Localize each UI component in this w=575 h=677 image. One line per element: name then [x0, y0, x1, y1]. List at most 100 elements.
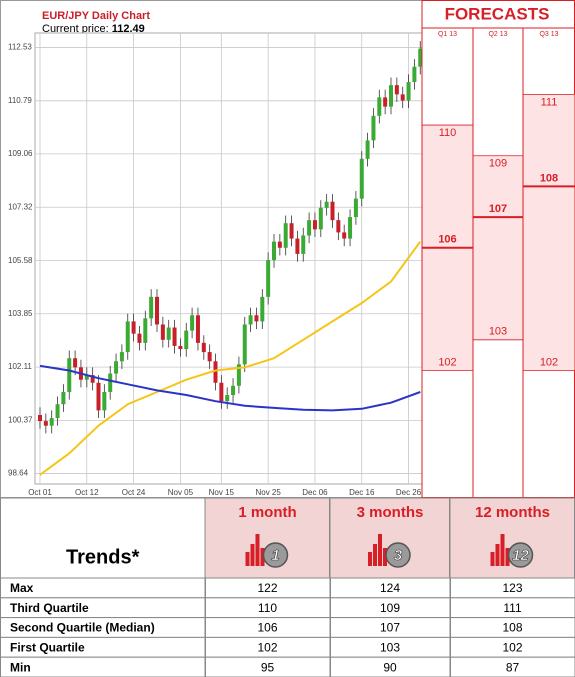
candle-body: [412, 66, 417, 83]
row-label: Second Quartile (Median): [10, 621, 155, 635]
candle-body: [377, 97, 382, 116]
forecast-column-label: Q3 13: [539, 31, 558, 38]
candle-body: [400, 94, 405, 101]
x-tick-label: Dec 06: [302, 488, 328, 497]
candle-body: [114, 361, 119, 374]
candle-body: [353, 198, 358, 218]
column-icon-bar: [373, 544, 377, 566]
column-header: 1 month: [238, 504, 296, 521]
candle-body: [272, 241, 276, 261]
table-value: 123: [502, 581, 522, 595]
candle-body: [394, 85, 399, 95]
column-icon-bar: [490, 552, 495, 566]
quartile-label: 109: [489, 158, 507, 170]
candle-body: [318, 207, 323, 230]
row-label: Third Quartile: [10, 601, 89, 615]
x-tick-label: Oct 01: [28, 488, 52, 497]
candle-body: [213, 361, 218, 383]
table-value: 107: [380, 621, 400, 635]
y-tick-label: 107.32: [8, 202, 33, 211]
candle-body: [90, 375, 95, 383]
column-icon-bar: [505, 548, 510, 566]
candle-body: [84, 375, 89, 380]
table-value: 110: [258, 601, 277, 615]
candle-body: [201, 342, 206, 353]
candle-body: [295, 238, 300, 254]
candle-body: [43, 421, 48, 426]
candle-body: [96, 382, 101, 411]
price-line: Current price: 112.49: [42, 23, 145, 35]
candle-body: [137, 333, 142, 343]
candle-body: [418, 48, 423, 67]
candle-body: [225, 395, 230, 402]
column-icon-bar: [260, 548, 265, 566]
candle-body: [38, 414, 42, 422]
candle-body: [383, 97, 388, 107]
quartile-label: 111: [541, 96, 558, 108]
candle-body: [242, 324, 247, 365]
chart-title: EUR/JPY Daily Chart: [42, 10, 150, 22]
candle-body: [73, 358, 78, 368]
median-label: 107: [489, 203, 507, 215]
candle-body: [155, 296, 159, 325]
column-header: 12 months: [475, 504, 550, 521]
candle-body: [312, 220, 317, 230]
table-value: 87: [506, 660, 520, 674]
y-tick-label: 112.53: [8, 43, 32, 52]
column-icon-bar: [378, 534, 382, 566]
quartile-label: 102: [438, 356, 456, 368]
quartile-label: 103: [489, 326, 507, 338]
price-value: 112.49: [112, 23, 145, 35]
candle-body: [266, 260, 271, 297]
candle-body: [131, 321, 136, 334]
candle-body: [219, 382, 224, 402]
column-icon-badge: [385, 542, 411, 568]
median-label: 108: [540, 172, 558, 184]
forecast-box: [473, 155, 523, 340]
candle-body: [289, 223, 294, 239]
candle-body: [125, 321, 130, 353]
candle-body: [149, 296, 154, 319]
table-value: 95: [261, 660, 275, 674]
candle-body: [371, 115, 376, 141]
candle-body: [172, 327, 177, 346]
row-label: Min: [10, 660, 31, 674]
table-value: 108: [502, 621, 522, 635]
candle-body: [359, 158, 364, 199]
candle-body: [330, 201, 335, 221]
average-line: [39, 364, 421, 412]
column-icon-badge: [507, 542, 534, 568]
candle-body: [260, 296, 265, 322]
candle-body: [365, 140, 370, 159]
table-value: 106: [257, 621, 277, 635]
column-icon-bar: [368, 552, 372, 566]
candle-body: [277, 241, 282, 248]
candle-body: [336, 220, 341, 233]
candle-body: [160, 324, 165, 340]
table-cell: [450, 656, 575, 677]
candle-body: [207, 352, 212, 362]
y-tick-label: 105.58: [8, 256, 33, 265]
y-tick-label: 109.06: [8, 149, 33, 158]
column-header: 3 months: [357, 504, 424, 521]
price-label: Current price:: [42, 23, 109, 35]
candle-body: [324, 201, 329, 208]
column-icon-badge: [262, 542, 289, 568]
table-value: 102: [257, 640, 277, 654]
table-title: Trends*: [66, 546, 140, 568]
candle-body: [248, 315, 253, 325]
x-tick-label: Oct 12: [75, 488, 99, 497]
candle-body: [195, 315, 200, 343]
y-tick-label: 98.64: [8, 469, 29, 478]
average-line: [39, 241, 422, 476]
candle-body: [348, 217, 353, 239]
candle-body: [178, 345, 183, 350]
candle-body: [166, 327, 171, 340]
column-icon-bar: [500, 534, 505, 566]
quartile-label: 102: [540, 356, 558, 368]
table-value: 122: [257, 581, 277, 595]
table-header-cell: [0, 497, 206, 579]
candle-body: [102, 391, 107, 411]
candle-body: [236, 364, 241, 386]
